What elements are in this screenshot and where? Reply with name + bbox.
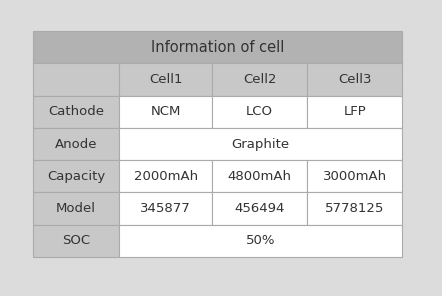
Bar xyxy=(119,160,212,192)
Bar xyxy=(212,160,307,192)
Bar xyxy=(33,192,119,225)
Bar xyxy=(212,63,307,96)
Bar xyxy=(212,192,307,225)
Bar xyxy=(33,63,119,96)
Bar xyxy=(307,63,402,96)
Text: Graphite: Graphite xyxy=(232,138,290,150)
Text: 456494: 456494 xyxy=(235,202,285,215)
Text: LCO: LCO xyxy=(246,105,273,118)
Bar xyxy=(212,96,307,128)
Text: 5778125: 5778125 xyxy=(325,202,385,215)
Text: Cell3: Cell3 xyxy=(338,73,371,86)
Bar xyxy=(307,96,402,128)
Text: Cell1: Cell1 xyxy=(149,73,183,86)
Text: SOC: SOC xyxy=(62,234,90,247)
Text: 345877: 345877 xyxy=(141,202,191,215)
Text: LFP: LFP xyxy=(343,105,366,118)
Text: Capacity: Capacity xyxy=(47,170,105,183)
Bar xyxy=(119,96,212,128)
Text: 4800mAh: 4800mAh xyxy=(228,170,292,183)
Text: Information of cell: Information of cell xyxy=(151,40,284,55)
Bar xyxy=(307,192,402,225)
Bar xyxy=(33,96,119,128)
Bar xyxy=(119,63,212,96)
Bar xyxy=(119,128,402,160)
Bar xyxy=(33,31,402,63)
Bar xyxy=(119,225,402,257)
Bar xyxy=(33,160,119,192)
Bar xyxy=(33,225,119,257)
Bar xyxy=(307,160,402,192)
Text: Cathode: Cathode xyxy=(48,105,104,118)
Text: Cell2: Cell2 xyxy=(243,73,276,86)
Text: NCM: NCM xyxy=(151,105,181,118)
Text: 2000mAh: 2000mAh xyxy=(133,170,198,183)
Text: Model: Model xyxy=(56,202,96,215)
Text: Anode: Anode xyxy=(55,138,98,150)
Text: 50%: 50% xyxy=(246,234,275,247)
Bar xyxy=(119,192,212,225)
Bar xyxy=(33,128,119,160)
Text: 3000mAh: 3000mAh xyxy=(323,170,387,183)
